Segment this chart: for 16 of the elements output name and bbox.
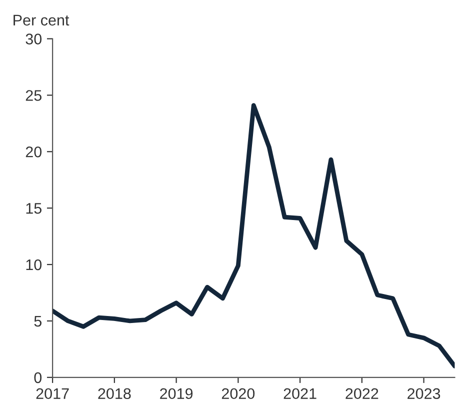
y-tick-label: 20 — [26, 146, 42, 158]
x-tick-label: 2022 — [346, 388, 378, 400]
y-tick-label: 0 — [34, 372, 42, 384]
x-tick-label: 2017 — [36, 388, 69, 400]
x-tick-label: 2020 — [222, 388, 255, 400]
y-tick-label: 15 — [26, 203, 42, 214]
x-tick-label: 2021 — [284, 388, 316, 400]
x-tick-label: 2018 — [98, 388, 131, 400]
y-axis-title: Per cent — [14, 14, 70, 26]
y-tick-label: 30 — [26, 34, 42, 44]
x-tick-label: 2019 — [160, 388, 193, 400]
y-tick-label: 25 — [26, 90, 42, 101]
y-tick-label: 5 — [34, 316, 42, 327]
line-series — [52, 103, 455, 368]
x-tick-label: 2023 — [408, 388, 440, 400]
y-tick-label: 10 — [26, 259, 42, 270]
